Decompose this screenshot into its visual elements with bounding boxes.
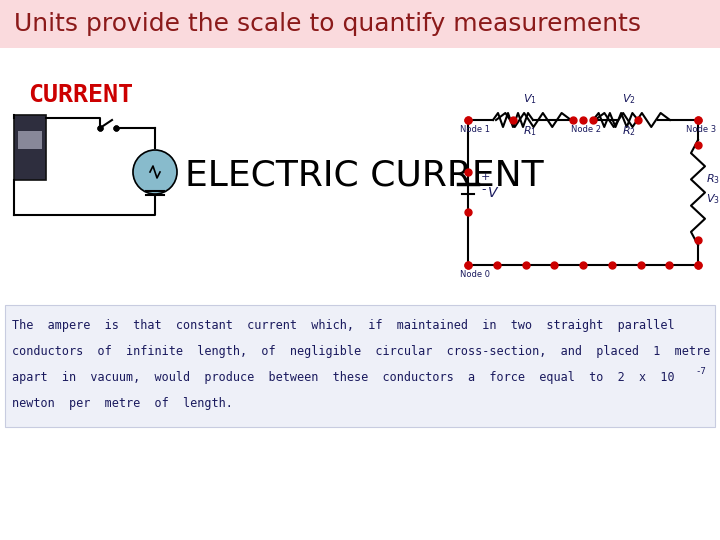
FancyBboxPatch shape	[0, 48, 720, 300]
Text: $V_3$: $V_3$	[706, 192, 720, 206]
Text: apart  in  vacuum,  would  produce  between  these  conductors  a  force  equal : apart in vacuum, would produce between t…	[12, 371, 675, 384]
Text: $R_2$: $R_2$	[622, 124, 636, 138]
Text: $V_2$: $V_2$	[622, 92, 636, 106]
FancyBboxPatch shape	[0, 0, 720, 48]
FancyBboxPatch shape	[14, 115, 46, 180]
Text: CURRENT: CURRENT	[28, 83, 133, 107]
Circle shape	[133, 150, 177, 194]
Text: Node 2: Node 2	[571, 125, 601, 134]
Text: V: V	[488, 186, 498, 200]
FancyBboxPatch shape	[18, 131, 42, 149]
FancyBboxPatch shape	[5, 305, 715, 427]
Text: -7: -7	[695, 367, 706, 376]
Text: Node 3: Node 3	[686, 125, 716, 134]
Text: Node 0: Node 0	[460, 270, 490, 279]
Text: +: +	[481, 172, 490, 182]
Text: $R_1$: $R_1$	[523, 124, 537, 138]
Text: Node 1: Node 1	[460, 125, 490, 134]
Text: newton  per  metre  of  length.: newton per metre of length.	[12, 397, 233, 410]
Text: Units provide the scale to quantify measurements: Units provide the scale to quantify meas…	[14, 12, 641, 36]
Text: ELECTRIC CURRENT: ELECTRIC CURRENT	[185, 158, 544, 192]
Text: $V_1$: $V_1$	[523, 92, 537, 106]
Text: -: -	[481, 183, 485, 196]
Text: conductors  of  infinite  length,  of  negligible  circular  cross-section,  and: conductors of infinite length, of neglig…	[12, 345, 710, 358]
Text: The  ampere  is  that  constant  current  which,  if  maintained  in  two  strai: The ampere is that constant current whic…	[12, 319, 675, 332]
Text: $R_3$: $R_3$	[706, 172, 720, 186]
